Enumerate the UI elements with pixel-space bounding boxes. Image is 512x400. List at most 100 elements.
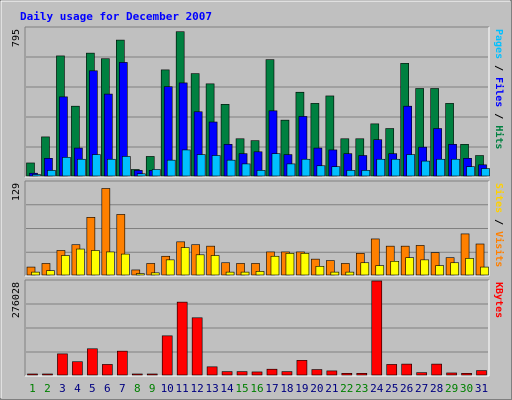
- x-tick-label-day-10: 10: [161, 382, 174, 395]
- bar-kbytes-day-26: [401, 363, 412, 376]
- bar-pages-day-20: [316, 165, 326, 177]
- bar-sites-day-15: [240, 271, 250, 276]
- x-tick-label-day-18: 18: [280, 382, 293, 395]
- x-tick-label-day-3: 3: [59, 382, 66, 395]
- bar-pages-day-15: [241, 163, 251, 177]
- bar-sites-day-1: [31, 271, 40, 276]
- bar-kbytes-day-16: [251, 371, 263, 376]
- bar-visits-day-28: [430, 252, 440, 276]
- bar-pages-day-23: [361, 170, 371, 177]
- bar-kbytes-day-31: [476, 370, 487, 376]
- bar-sites-day-9: [150, 272, 160, 276]
- bar-sites-day-13: [210, 255, 220, 276]
- bar-pages-day-8: [136, 173, 146, 177]
- bar-kbytes-day-8: [131, 373, 143, 376]
- x-tick-label-day-9: 9: [149, 382, 156, 395]
- bar-sites-day-26: [405, 257, 414, 276]
- bar-visits-day-16: [251, 263, 260, 276]
- bar-sites-day-10: [165, 259, 175, 276]
- bar-pages-day-25: [391, 158, 401, 177]
- bar-pages-day-17: [271, 153, 281, 177]
- bar-pages-day-7: [122, 156, 131, 177]
- bar-sites-day-17: [270, 255, 280, 276]
- legend-entry: KBytes: [493, 282, 504, 318]
- bar-pages-day-28: [436, 158, 445, 177]
- bar-kbytes-day-23: [356, 372, 368, 376]
- bar-visits-day-22: [341, 263, 350, 276]
- bar-visits-day-14: [221, 262, 230, 276]
- x-tick-label-day-1: 1: [29, 382, 36, 395]
- bar-sites-day-20: [315, 266, 325, 276]
- bar-kbytes-day-10: [161, 335, 173, 376]
- bar-kbytes-day-13: [206, 366, 218, 376]
- bar-kbytes-day-11: [176, 301, 188, 376]
- bar-visits-day-8: [131, 269, 141, 276]
- bar-kbytes-day-19: [296, 360, 308, 376]
- bar-visits-day-15: [236, 263, 245, 276]
- bar-sites-day-19: [300, 253, 310, 276]
- x-tick-label-day-16: 16: [250, 382, 263, 395]
- bar-sites-day-30: [465, 258, 474, 276]
- bar-pages-day-29: [451, 158, 460, 177]
- x-tick-label-day-12: 12: [191, 382, 204, 395]
- legend-entry: /: [493, 107, 504, 125]
- x-tick-label-day-4: 4: [74, 382, 81, 395]
- legend-entry: /: [493, 213, 504, 231]
- x-tick-label-day-14: 14: [220, 382, 234, 395]
- bar-kbytes-day-12: [191, 317, 203, 376]
- x-tick-label-day-26: 26: [400, 382, 413, 395]
- bar-kbytes-day-2: [42, 373, 53, 376]
- bar-visits-day-25: [385, 245, 395, 276]
- legend-entry: Visits: [493, 231, 505, 267]
- bar-sites-day-18: [285, 253, 295, 276]
- bar-visits-day-9: [146, 263, 156, 276]
- scale-label-visitors: 129: [11, 183, 22, 201]
- x-tick-label-day-27: 27: [415, 382, 428, 395]
- series-legend-requests: Pages / Files / Hits: [493, 29, 505, 149]
- x-tick-label-day-15: 15: [235, 382, 248, 395]
- x-tick-label-day-25: 25: [385, 382, 398, 395]
- bar-kbytes-day-9: [146, 373, 158, 376]
- x-tick-label-day-22: 22: [340, 382, 353, 395]
- bar-kbytes-day-30: [461, 372, 472, 376]
- bar-kbytes-day-6: [102, 364, 113, 376]
- bar-kbytes-day-24: [371, 280, 383, 376]
- bar-visits-day-7: [116, 214, 126, 276]
- scale-label-requests: 795: [11, 29, 22, 47]
- bar-sites-day-28: [435, 265, 444, 276]
- bar-pages-day-10: [166, 159, 176, 177]
- bar-kbytes-day-22: [341, 372, 353, 376]
- bar-pages-day-11: [181, 149, 191, 177]
- bar-sites-day-23: [360, 262, 370, 276]
- x-tick-label-day-7: 7: [119, 382, 126, 395]
- bar-visits-day-24: [370, 238, 380, 276]
- bar-sites-day-6: [106, 251, 115, 276]
- x-tick-label-day-24: 24: [370, 382, 384, 395]
- bar-kbytes-day-20: [311, 369, 323, 376]
- bar-pages-day-24: [376, 158, 386, 177]
- bar-kbytes-day-21: [326, 370, 338, 376]
- legend-entry: Files: [493, 77, 505, 107]
- bar-kbytes-day-4: [72, 361, 83, 376]
- bar-kbytes-day-29: [446, 372, 457, 376]
- bar-pages-day-16: [256, 170, 266, 177]
- bar-kbytes-day-1: [27, 373, 38, 376]
- bar-kbytes-day-5: [87, 348, 98, 376]
- bar-pages-day-21: [331, 166, 341, 177]
- bar-visits-day-2: [41, 263, 51, 276]
- bar-pages-day-2: [47, 170, 56, 177]
- x-tick-label-day-23: 23: [355, 382, 368, 395]
- bar-visits-day-5: [86, 217, 96, 276]
- bar-sites-day-27: [420, 259, 429, 276]
- bar-pages-day-1: [32, 174, 41, 177]
- bar-kbytes-day-18: [281, 371, 293, 376]
- bar-pages-day-6: [107, 158, 116, 177]
- series-legend-visitors: Sites / Visits: [493, 183, 505, 267]
- bar-pages-day-22: [346, 170, 356, 177]
- bar-kbytes-day-28: [431, 363, 442, 376]
- bar-pages-day-4: [77, 158, 86, 177]
- bar-visits-day-21: [326, 260, 335, 276]
- panel-requests: 795 Pages / Files / Hits: [11, 26, 505, 178]
- bar-pages-day-26: [406, 154, 415, 177]
